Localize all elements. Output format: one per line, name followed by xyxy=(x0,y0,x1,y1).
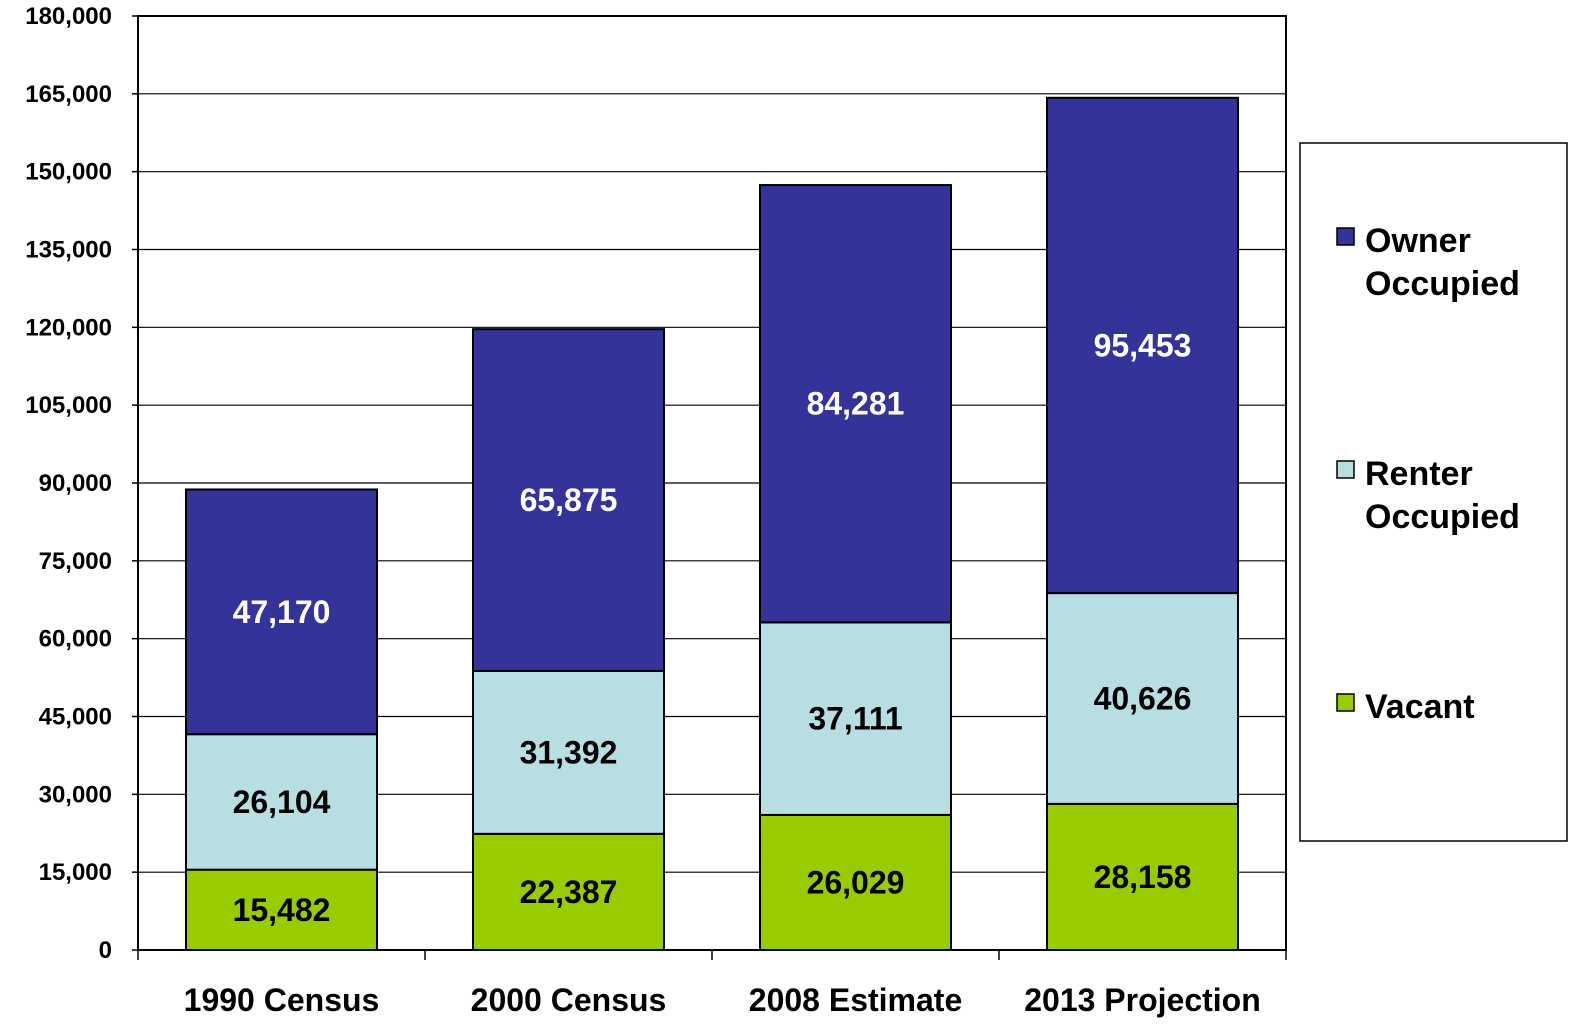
y-tick-label: 75,000 xyxy=(39,548,112,575)
y-tick-label: 150,000 xyxy=(25,159,112,186)
bar-segment-vacant xyxy=(472,832,665,952)
legend-label: Vacant xyxy=(1365,688,1475,726)
bar-segment-owner-occupied xyxy=(472,328,665,672)
y-tick-label: 30,000 xyxy=(39,781,112,808)
data-label: 31,392 xyxy=(520,734,618,770)
x-axis xyxy=(137,950,1287,960)
legend: Owner Occupied Renter Occupied Vacant xyxy=(1299,142,1568,842)
legend-swatch xyxy=(1336,693,1355,712)
y-axis-ticks: 0 15,000 30,000 45,000 60,000 75,000 90,000 105… xyxy=(25,3,138,964)
data-labels: 15,482 26,104 47,170 22,387 31,392 65,875 26,0… xyxy=(233,327,1192,927)
x-tick-label: 1990 Census xyxy=(184,982,380,1018)
y-tick-label: 60,000 xyxy=(39,626,112,653)
legend-label: Occupied xyxy=(1365,265,1520,303)
data-label: 95,453 xyxy=(1094,327,1192,363)
x-axis-tick-labels: 1990 Census 2000 Census 2008 Estimate 2013 … xyxy=(184,982,1261,1018)
bar-segment-vacant xyxy=(759,813,952,951)
y-tick-label: 135,000 xyxy=(25,237,112,264)
bar-segment-owner-occupied xyxy=(185,488,378,736)
x-tick-label: 2008 Estimate xyxy=(749,982,962,1018)
data-label: 40,626 xyxy=(1094,680,1192,716)
legend-swatch xyxy=(1336,460,1355,479)
bar-segment-owner-occupied xyxy=(1046,96,1239,595)
x-tick-label: 2000 Census xyxy=(471,982,667,1018)
y-tick-label: 180,000 xyxy=(25,3,112,30)
data-label: 26,104 xyxy=(233,784,331,820)
data-label: 28,158 xyxy=(1094,859,1192,895)
data-label: 65,875 xyxy=(520,482,618,518)
data-label: 15,482 xyxy=(233,892,331,928)
y-tick-label: 120,000 xyxy=(25,314,112,341)
y-tick-label: 45,000 xyxy=(39,704,112,731)
bar-segment-renter-occupied xyxy=(1046,592,1239,805)
data-label: 47,170 xyxy=(233,594,331,630)
legend-label: Occupied xyxy=(1365,498,1520,536)
x-tick-label: 2013 Projection xyxy=(1024,982,1261,1018)
bar-segment-renter-occupied xyxy=(759,621,952,816)
y-tick-label: 90,000 xyxy=(39,470,112,497)
data-label: 26,029 xyxy=(807,864,905,900)
legend-swatch xyxy=(1336,227,1355,246)
y-tick-label: 105,000 xyxy=(25,392,112,419)
y-tick-label: 15,000 xyxy=(39,859,112,886)
bar-segment-renter-occupied xyxy=(185,733,378,871)
legend-label: Renter xyxy=(1365,455,1473,493)
data-label: 22,387 xyxy=(520,874,618,910)
legend-box xyxy=(1299,142,1568,842)
bar-segment-renter-occupied xyxy=(472,669,665,835)
y-tick-label: 0 xyxy=(99,937,112,964)
legend-label: Owner xyxy=(1365,222,1471,260)
y-tick-label: 165,000 xyxy=(25,81,112,108)
data-label: 84,281 xyxy=(807,386,905,422)
data-label: 37,111 xyxy=(808,701,902,737)
bar-segment-owner-occupied xyxy=(759,184,952,624)
bars xyxy=(185,96,1239,952)
